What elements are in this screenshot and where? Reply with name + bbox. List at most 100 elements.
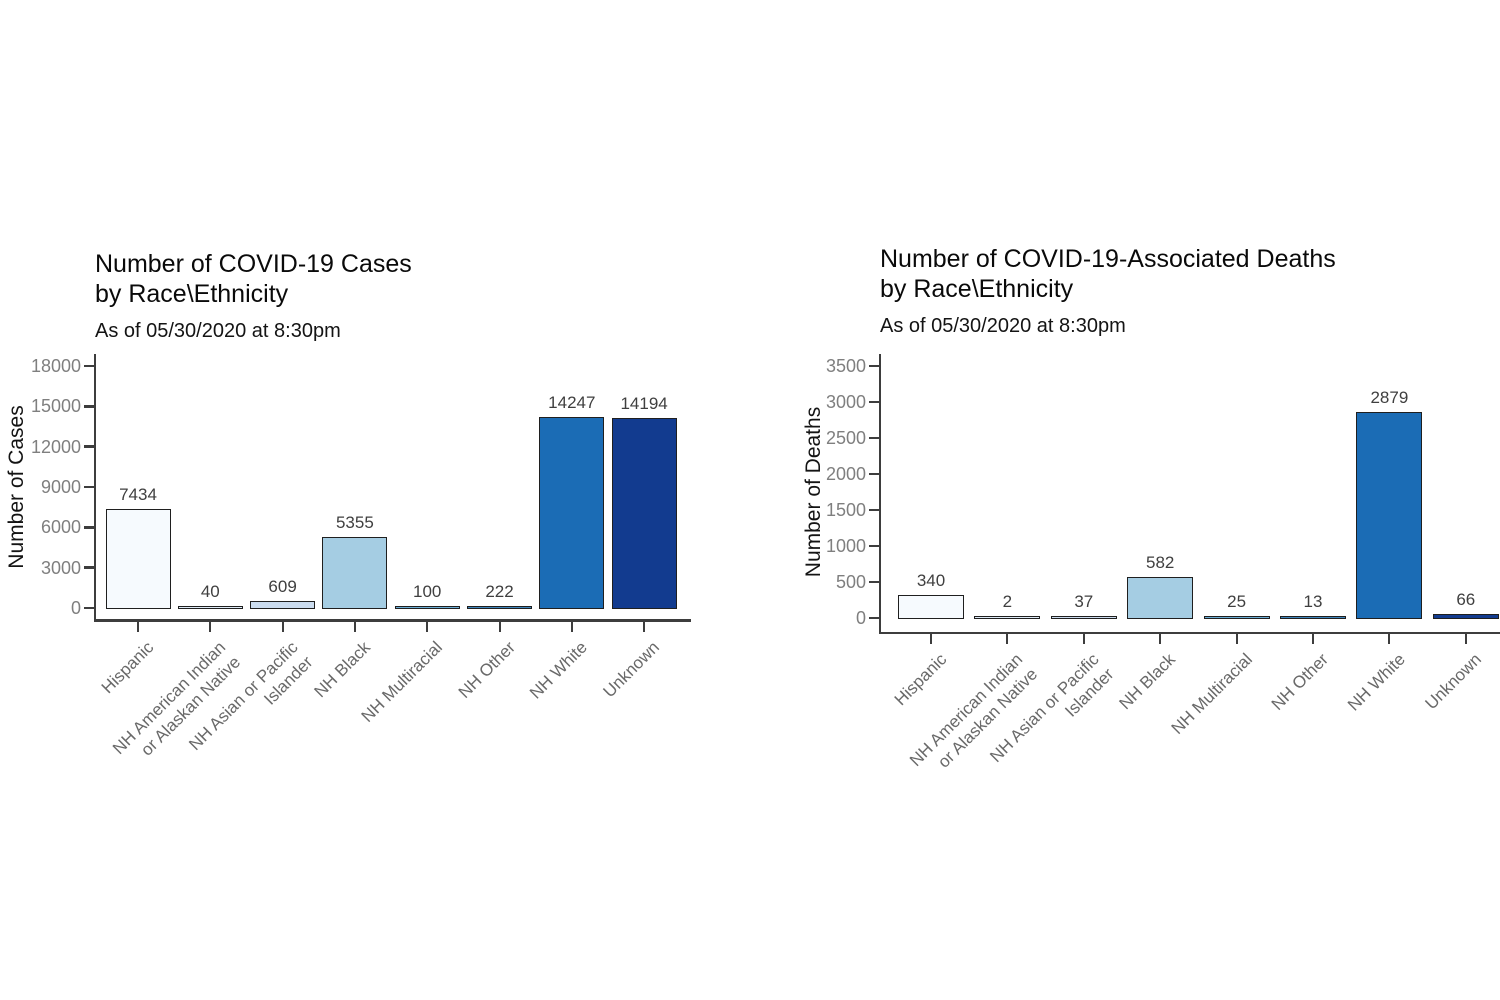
- bar-value-unknown: 14194: [620, 394, 668, 414]
- bar-value-nh-white: 14247: [548, 393, 596, 413]
- y-tick-label: 2500: [825, 428, 866, 448]
- x-category-text-nh-white: NH White: [1343, 649, 1409, 715]
- y-tick-label: 12000: [30, 436, 81, 457]
- bar-unknown: [1432, 614, 1499, 619]
- deaths-chart-header: Number of COVID-19-Associated Deaths by …: [880, 244, 1336, 338]
- y-tick-label: 3000: [825, 392, 866, 412]
- x-tick-hispanic: [930, 634, 932, 644]
- bar-nh-white: [1356, 411, 1423, 619]
- y-tick-label: 3000: [40, 557, 81, 578]
- x-tick-nh-other: [1312, 634, 1314, 644]
- x-category-text-nh-black: NH Black: [1115, 649, 1180, 714]
- bar-unknown: [611, 418, 677, 609]
- cases-chart-subtitle: As of 05/30/2020 at 8:30pm: [95, 320, 341, 342]
- x-category-text-nh-other: NH Other: [1267, 649, 1333, 714]
- x-tick-nh-multiracial: [426, 621, 429, 632]
- y-tick: [84, 364, 94, 368]
- x-axis-line: [93, 619, 691, 622]
- deaths-title-line-1: Number of COVID-19-Associated Deaths: [880, 245, 1336, 273]
- bar-nh-black: [1127, 577, 1194, 619]
- y-tick: [869, 400, 879, 404]
- y-tick: [84, 526, 94, 529]
- bar-nh-black: [322, 537, 388, 609]
- y-tick-label: 18000: [30, 356, 81, 376]
- y-tick-label: 6000: [40, 517, 81, 538]
- bar-value-nh-black: 5355: [335, 513, 374, 532]
- deaths-title-line-2: by Race\Ethnicity: [880, 275, 1074, 303]
- x-tick-nh-american-indian: [1006, 634, 1009, 644]
- bar-value-nh-multiracial: 100: [413, 582, 442, 601]
- x-category-text-unknown: Unknown: [1421, 649, 1485, 714]
- bar-nh-other: [1280, 616, 1346, 619]
- x-tick-nh-white: [570, 621, 573, 632]
- y-tick: [869, 472, 879, 476]
- x-tick-nh-multiracial: [1235, 634, 1238, 644]
- y-tick-label: 500: [835, 572, 866, 592]
- bar-value-unknown: 66: [1456, 590, 1476, 610]
- x-tick-hispanic: [137, 621, 139, 632]
- cases-chart-title: Number of COVID-19 Cases by Race\Ethnici…: [95, 249, 412, 309]
- bar-hispanic: [105, 509, 171, 609]
- cases-title-line-2: by Race\Ethnicity: [95, 280, 289, 308]
- x-category-text-hispanic: Hispanic: [890, 649, 951, 710]
- x-tick-nh-white: [1388, 634, 1391, 644]
- y-tick-label: 0: [855, 608, 866, 628]
- y-tick: [84, 405, 94, 408]
- bar-value-nh-black: 582: [1146, 553, 1175, 573]
- bar-nh-asian-or-pacific: [1050, 616, 1117, 619]
- x-tick-nh-black: [353, 621, 356, 632]
- bar-value-nh-american-indian: 40: [200, 582, 220, 601]
- y-tick-label: 15000: [30, 396, 81, 417]
- bar-hispanic: [898, 594, 964, 619]
- y-tick: [869, 508, 879, 512]
- x-tick-nh-american-indian: [209, 621, 212, 632]
- bar-nh-american-indian: [974, 616, 1041, 619]
- bar-nh-other: [467, 606, 532, 609]
- y-tick: [84, 445, 94, 448]
- x-axis-line: [878, 631, 1500, 634]
- y-axis-line: [93, 354, 96, 622]
- bar-nh-american-indian: [177, 606, 243, 609]
- bar-nh-multiracial: [394, 606, 460, 609]
- y-tick-label: 1500: [825, 500, 866, 520]
- y-tick: [869, 616, 879, 620]
- bar-nh-asian-or-pacific: [250, 600, 316, 609]
- bar-value-hispanic: 340: [916, 570, 946, 590]
- bar-value-nh-asian-or-pacific: 609: [268, 576, 297, 596]
- bar-value-nh-asian-or-pacific: 37: [1074, 592, 1094, 611]
- deaths-chart-title: Number of COVID-19-Associated Deaths by …: [880, 244, 1336, 304]
- x-tick-nh-other: [498, 621, 501, 632]
- y-tick: [869, 544, 879, 548]
- x-category-text-nh-multiracial: NH Multiracial: [1167, 649, 1256, 738]
- bar-value-nh-other: 222: [485, 582, 514, 601]
- x-tick-nh-asian-or-pacific: [281, 621, 284, 632]
- y-tick: [869, 580, 879, 584]
- x-tick-nh-asian-or-pacific: [1082, 634, 1085, 644]
- bar-value-nh-multiracial: 25: [1227, 592, 1247, 611]
- bar-value-nh-american-indian: 2: [1002, 592, 1013, 611]
- x-tick-nh-black: [1159, 634, 1162, 644]
- y-tick-label: 2000: [825, 464, 866, 484]
- x-tick-unknown: [643, 621, 646, 632]
- y-axis-line: [878, 354, 881, 634]
- y-tick: [84, 566, 94, 569]
- deaths-chart-subtitle: As of 05/30/2020 at 8:30pm: [880, 315, 1126, 337]
- y-tick-label: 9000: [40, 477, 81, 497]
- y-tick: [869, 364, 879, 368]
- bar-nh-multiracial: [1203, 616, 1270, 619]
- y-tick-label: 3500: [825, 356, 866, 376]
- y-tick-label: 0: [70, 598, 81, 618]
- cases-chart-header: Number of COVID-19 Cases by Race\Ethnici…: [95, 249, 412, 343]
- y-tick: [84, 606, 94, 610]
- cases-title-line-1: Number of COVID-19 Cases: [95, 250, 412, 278]
- y-tick: [869, 436, 879, 440]
- bar-value-hispanic: 7434: [119, 485, 157, 505]
- bar-value-nh-other: 13: [1303, 592, 1323, 611]
- x-tick-unknown: [1464, 634, 1467, 644]
- y-tick: [84, 485, 94, 489]
